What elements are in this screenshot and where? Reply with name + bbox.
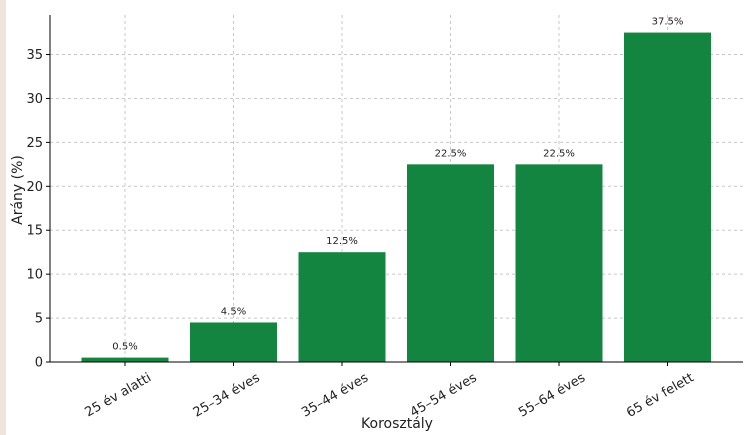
- y-tick-label: 10: [26, 268, 43, 283]
- x-tick-label: 45–54 éves: [408, 370, 480, 420]
- bar: [298, 252, 386, 362]
- x-tick-label: 55–64 éves: [516, 370, 588, 420]
- bar-value-label: 4.5%: [221, 306, 246, 317]
- bar: [190, 322, 277, 362]
- x-tick-label: 65 év felett: [624, 370, 696, 420]
- y-tick-labels: 0 5 10 15 20 25 30 35: [26, 48, 43, 370]
- x-tick-labels: 25 év alatti 25–34 éves 35–44 éves 45–54 év…: [83, 370, 697, 421]
- y-tick-label: 35: [26, 48, 43, 63]
- bar-value-label: 22.5%: [543, 148, 575, 159]
- y-tick-label: 20: [26, 180, 43, 195]
- bar-value-label: 0.5%: [112, 342, 137, 353]
- bar-value-label: 12.5%: [326, 236, 358, 247]
- bar: [624, 32, 711, 363]
- bars: [81, 32, 711, 363]
- y-tick-label: 0: [35, 356, 43, 371]
- bar: [515, 164, 603, 362]
- x-axis-title: Korosztály: [361, 416, 433, 432]
- bar: [407, 164, 494, 362]
- y-tick-label: 30: [26, 92, 43, 107]
- y-tick-label: 15: [26, 224, 43, 239]
- axes: [46, 15, 743, 366]
- y-tick-label: 5: [35, 312, 43, 327]
- y-tick-label: 25: [26, 136, 43, 151]
- bar-value-label: 22.5%: [435, 148, 467, 159]
- left-edge-strip: [0, 0, 6, 435]
- x-tick-label: 25 év alatti: [83, 370, 154, 420]
- bar-value-label: 37.5%: [652, 17, 684, 28]
- x-tick-label: 35–44 éves: [299, 370, 371, 420]
- x-tick-label: 25–34 éves: [191, 370, 263, 420]
- bar: [81, 357, 169, 362]
- y-axis-title: Arány (%): [10, 155, 26, 225]
- data-labels: 0.5% 4.5% 12.5% 22.5% 22.5% 37.5%: [112, 17, 683, 353]
